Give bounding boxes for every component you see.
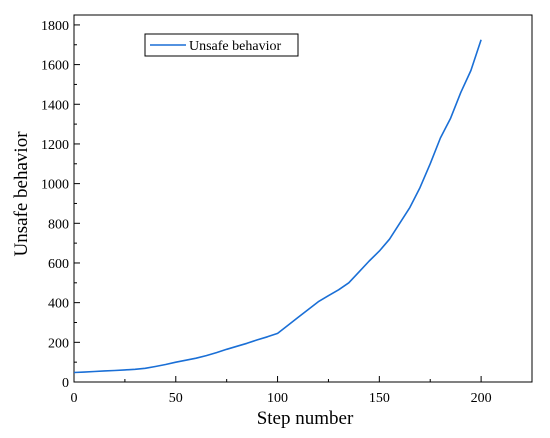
x-axis-title: Step number (257, 408, 354, 429)
y-tick-label: 800 (48, 217, 69, 232)
x-tick-label: 50 (169, 391, 183, 406)
y-axis-title: Unsafe behavior (11, 131, 32, 257)
series-line (73, 39, 482, 374)
x-tick-label: 150 (369, 391, 390, 406)
legend: Unsafe behavior (144, 33, 299, 57)
y-tick-label: 1400 (41, 98, 69, 113)
y-tick-label: 1200 (41, 138, 69, 153)
legend-label: Unsafe behavior (189, 39, 281, 54)
y-tick-label: 1000 (41, 178, 69, 193)
y-tick-label: 1800 (41, 19, 69, 34)
x-tick-label: 100 (267, 391, 288, 406)
legend-box (144, 33, 299, 57)
y-tick-label: 600 (48, 257, 69, 272)
plot-area (73, 14, 533, 383)
y-tick-label: 0 (62, 376, 69, 391)
x-tick-label: 200 (471, 391, 492, 406)
y-tick-label: 1600 (41, 59, 69, 74)
x-tick-label: 0 (71, 391, 78, 406)
y-tick-label: 200 (48, 336, 69, 351)
y-tick-label: 400 (48, 297, 69, 312)
